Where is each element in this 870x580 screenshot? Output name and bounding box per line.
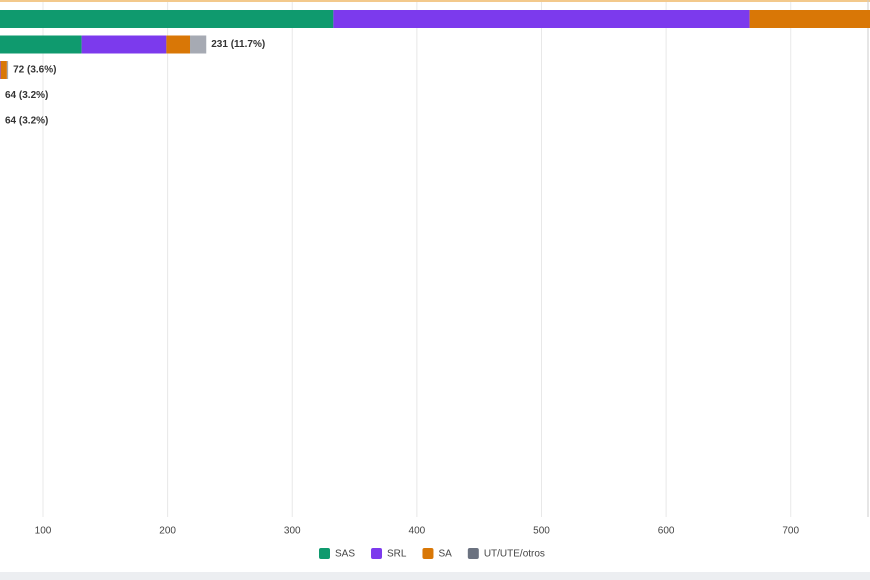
legend-swatch	[319, 548, 330, 559]
legend-swatch	[371, 548, 383, 559]
total-label: 64 (3.2%)	[5, 90, 48, 101]
bar-segment	[0, 61, 1, 79]
legend-swatch	[422, 548, 434, 559]
bar-segment	[190, 35, 207, 54]
bar-segment	[749, 10, 870, 28]
bar-segment	[0, 35, 82, 54]
bar-segment	[6, 61, 9, 79]
x-tick-label: 200	[159, 526, 176, 537]
bar-segment	[333, 10, 750, 28]
bar-segment	[0, 61, 7, 79]
total-label: 231 (11.7%)	[211, 39, 265, 50]
bar-segment	[81, 35, 167, 54]
total-label: 72 (3.6%)	[13, 65, 56, 76]
legend-label: SAS	[335, 549, 355, 560]
bar-segment	[0, 10, 334, 28]
legend-swatch	[467, 548, 479, 559]
x-tick-label: 300	[284, 526, 301, 537]
legend-label: UT/UTE/otros	[484, 549, 545, 560]
x-tick-label: 700	[782, 526, 799, 537]
x-tick-label: 100	[35, 526, 52, 537]
x-tick-label: 600	[658, 526, 675, 537]
bar-segment	[166, 35, 191, 54]
legend-label: SRL	[387, 549, 407, 560]
bottom-strip	[0, 572, 870, 580]
x-tick-label: 500	[533, 526, 550, 537]
top-border	[0, 0, 870, 2]
legend-label: SA	[438, 549, 452, 560]
x-tick-label: 400	[409, 526, 426, 537]
total-label: 64 (3.2%)	[5, 116, 48, 127]
